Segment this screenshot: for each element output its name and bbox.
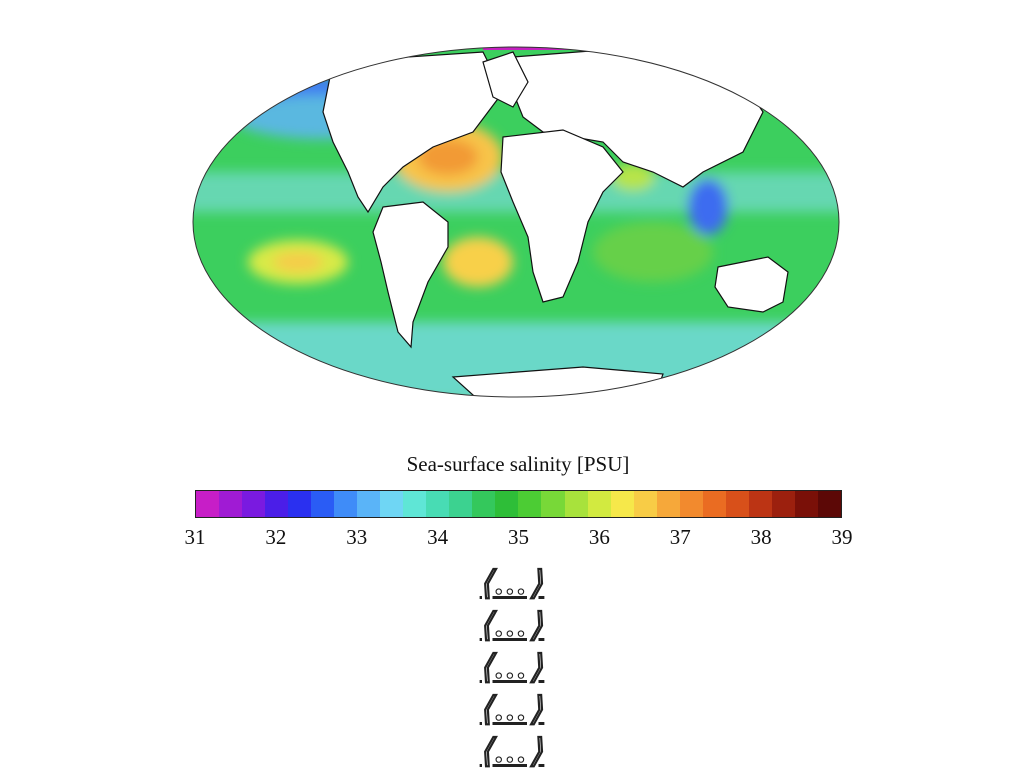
- colorbar-swatch: [610, 491, 634, 517]
- caption-line: ⟨…⟩: [479, 733, 545, 770]
- colorbar-swatch: [426, 491, 450, 517]
- salinity-colorbar: [195, 490, 842, 518]
- colorbar-swatch: [633, 491, 657, 517]
- colorbar-swatch: [817, 491, 841, 517]
- continents: [322, 49, 789, 397]
- colorbar-swatch: [288, 491, 312, 517]
- colorbar-tick-label: 35: [508, 525, 529, 549]
- ocean-salinity-field: [193, 47, 839, 397]
- colorbar-swatch: [357, 491, 381, 517]
- colorbar-swatch: [541, 491, 565, 517]
- world-salinity-map: [192, 46, 840, 398]
- colorbar-swatch: [518, 491, 542, 517]
- colorbar-tick-label: 38: [750, 525, 772, 549]
- colorbar-swatch: [196, 491, 220, 517]
- colorbar-swatch: [748, 491, 772, 517]
- colorbar-tick-label: 37: [669, 525, 691, 549]
- caption-line: ⟨…⟩: [479, 691, 545, 728]
- colorbar-swatch: [702, 491, 726, 517]
- colorbar-swatch: [449, 491, 473, 517]
- colorbar-swatch: [771, 491, 795, 517]
- slide-caption: ⟨…⟩ ⟨…⟩ ⟨…⟩ ⟨…⟩ ⟨…⟩: [30, 563, 994, 773]
- colorbar-tick-label: 34: [427, 525, 449, 549]
- colorbar-swatch: [794, 491, 818, 517]
- colorbar-swatch: [656, 491, 680, 517]
- colorbar-swatch: [265, 491, 289, 517]
- colorbar-tick-label: 32: [265, 525, 287, 549]
- colorbar-swatch: [679, 491, 703, 517]
- caption-line: ⟨…⟩: [479, 649, 545, 686]
- colorbar-swatch: [242, 491, 266, 517]
- colorbar-tick-label: 31: [184, 525, 206, 549]
- colorbar-swatch: [380, 491, 404, 517]
- colorbar-swatch: [725, 491, 749, 517]
- colorbar-tick-label: 33: [346, 525, 368, 549]
- colorbar-swatch: [334, 491, 358, 517]
- salinity-map-figure: Sea-surface salinity [PSU] 31 32 33 34 35 36 3…: [183, 22, 853, 552]
- colorbar-swatch: [472, 491, 496, 517]
- colorbar-swatch: [219, 491, 243, 517]
- caption-line: ⟨…⟩: [479, 607, 545, 644]
- colorbar-swatch: [495, 491, 519, 517]
- colorbar-tick-label: 39: [831, 525, 853, 549]
- colorbar-swatch: [564, 491, 588, 517]
- colorbar-tick-label: 36: [588, 525, 610, 549]
- colorbar-swatch: [403, 491, 427, 517]
- colorbar-title: Sea-surface salinity [PSU]: [406, 452, 630, 476]
- colorbar-ticks: 31 32 33 34 35 36 37 38 39: [185, 525, 853, 551]
- caption-line: ⟨…⟩: [479, 565, 545, 602]
- colorbar-swatch: [587, 491, 611, 517]
- colorbar-swatch: [311, 491, 335, 517]
